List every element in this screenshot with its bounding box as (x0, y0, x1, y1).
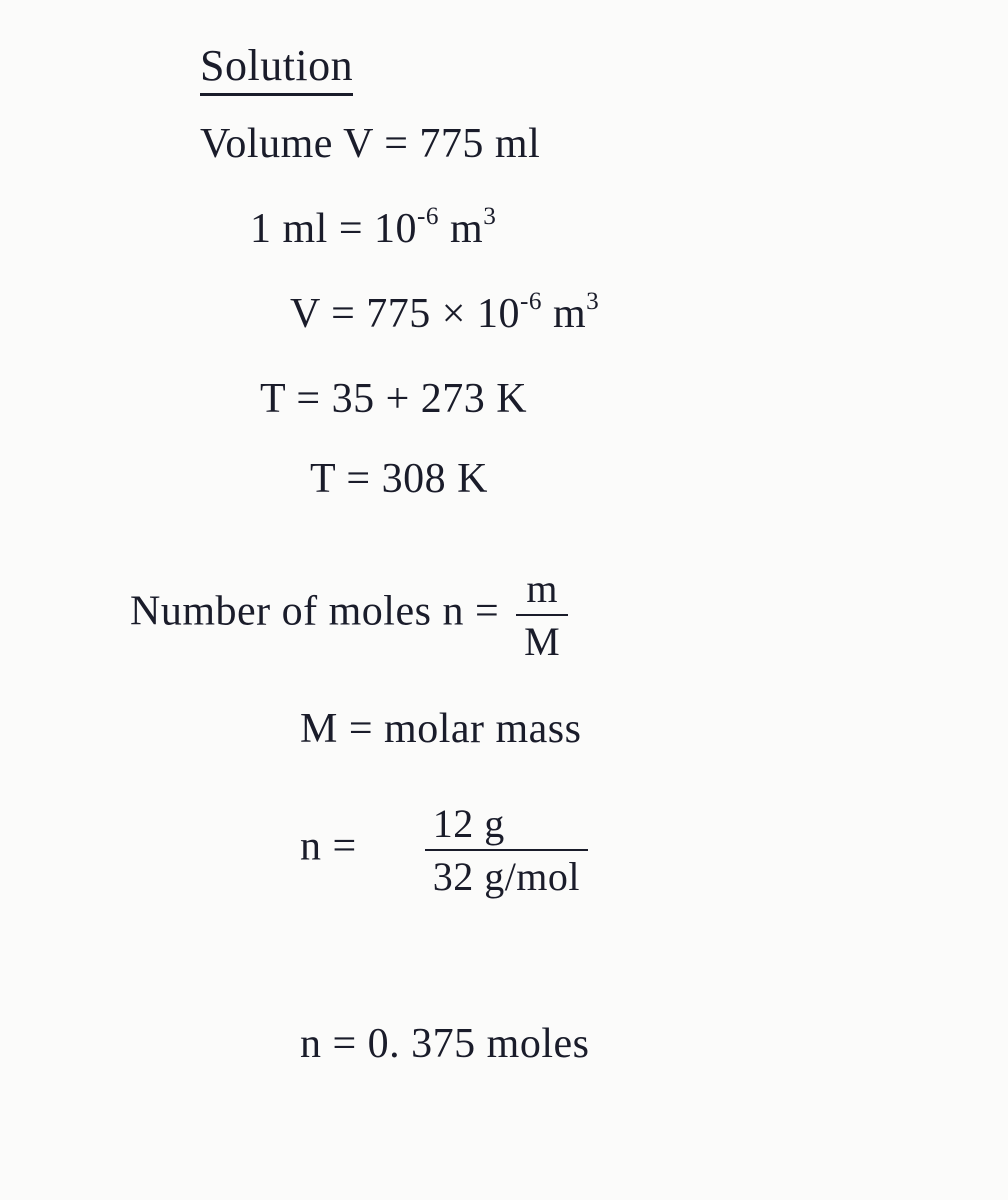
conv-exp: -6 (417, 203, 439, 230)
fraction-m-over-M: m M (516, 565, 568, 665)
line-volume-si: V = 775 × 10-6 m3 (290, 290, 599, 338)
title: Solution (200, 40, 353, 96)
v-si-text: V = 775 × 10 (290, 291, 520, 337)
line-n-result: n = 0. 375 moles (300, 1020, 590, 1068)
n-eq-label: n = (300, 824, 357, 870)
line-conversion: 1 ml = 10-6 m3 (250, 205, 496, 253)
handwritten-solution-page: Solution Volume V = 775 ml 1 ml = 10-6 m… (0, 0, 1008, 1200)
fraction-mass-over-molar: 12 g 32 g/mol (425, 800, 588, 900)
line-moles-formula: Number of moles n = m M (130, 565, 574, 665)
v-si-unit-exp: 3 (586, 288, 599, 315)
moles-label: Number of moles n = (130, 589, 499, 635)
line-temperature-eq: T = 35 + 273 K (260, 375, 527, 423)
frac-den-M: M (516, 616, 568, 665)
v-si-exp: -6 (520, 288, 542, 315)
title-text: Solution (200, 40, 353, 96)
frac-den-32gmol: 32 g/mol (425, 851, 588, 900)
v-si-unit: m (542, 291, 586, 337)
conv-unit: m (439, 206, 483, 252)
line-molar-mass: M = molar mass (300, 705, 582, 753)
line-volume: Volume V = 775 ml (200, 120, 540, 168)
line-temperature-val: T = 308 K (310, 455, 488, 503)
conv-unit-exp: 3 (483, 203, 496, 230)
conv-text: 1 ml = 10 (250, 206, 417, 252)
line-n-fraction: n = 12 g 32 g/mol (300, 800, 594, 900)
frac-num-12g: 12 g (425, 800, 588, 851)
frac-num-m: m (516, 565, 568, 616)
